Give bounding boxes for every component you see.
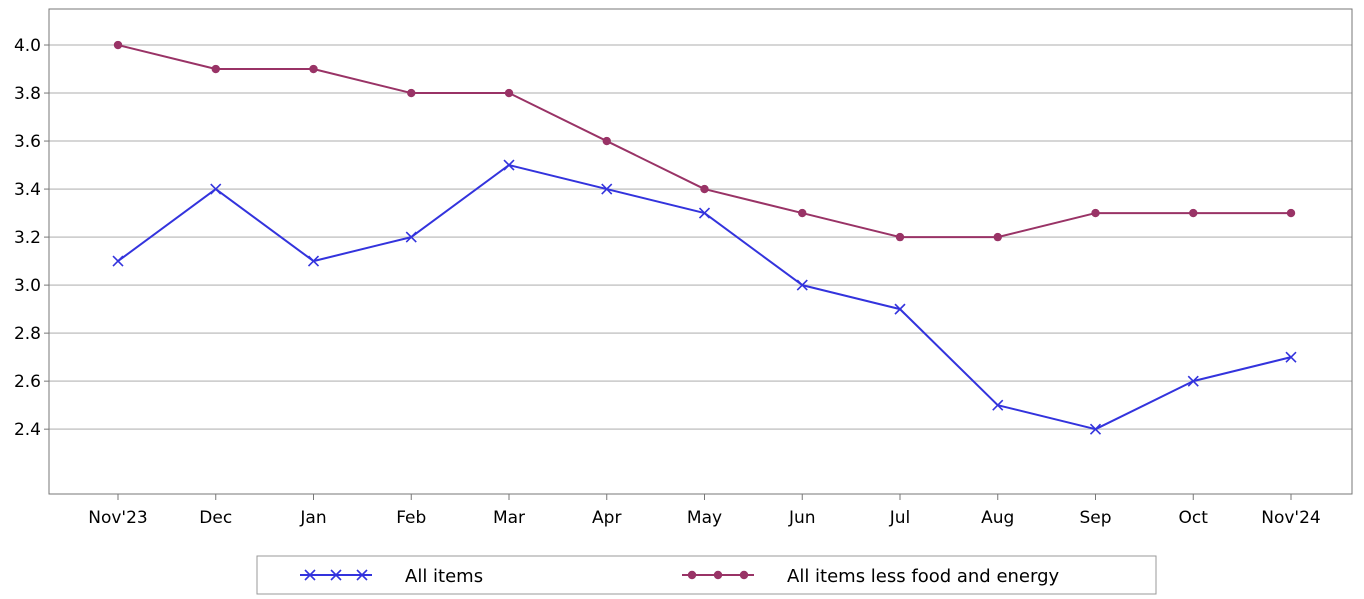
data-point bbox=[504, 88, 514, 98]
legend-marker bbox=[687, 570, 697, 580]
x-axis-tick-labels: Nov'23 Dec Jan Feb Mar Apr May Jun Jul Aug Sep Oct N… bbox=[88, 494, 1321, 528]
data-point bbox=[309, 64, 318, 74]
x-tick-label: Mar bbox=[493, 508, 525, 528]
x-tick-label: Sep bbox=[1079, 508, 1111, 528]
x-tick-label: Jan bbox=[299, 508, 326, 528]
y-tick-label: 4.0 bbox=[14, 36, 41, 56]
series-all-items bbox=[112, 159, 1297, 435]
series-line bbox=[117, 164, 1292, 431]
data-point bbox=[1187, 375, 1199, 387]
y-tick-label: 3.4 bbox=[14, 180, 41, 200]
data-point bbox=[700, 184, 709, 194]
x-tick-label: Oct bbox=[1179, 508, 1209, 528]
data-point bbox=[602, 136, 611, 146]
y-tick-label: 3.2 bbox=[14, 228, 41, 248]
data-point bbox=[1189, 208, 1198, 218]
x-tick-label: Apr bbox=[592, 508, 621, 528]
plot-area-frame bbox=[48, 8, 1353, 495]
data-point bbox=[1091, 208, 1100, 218]
data-point bbox=[113, 40, 123, 50]
x-tick-label: Dec bbox=[199, 508, 232, 528]
data-point bbox=[307, 255, 320, 267]
data-point bbox=[503, 159, 515, 171]
data-point bbox=[1286, 208, 1296, 218]
y-tick-label: 2.8 bbox=[14, 324, 41, 344]
series-layer bbox=[112, 40, 1297, 435]
x-tick-label: Nov'23 bbox=[88, 508, 147, 528]
legend-item: All items bbox=[300, 566, 483, 587]
legend-marker bbox=[713, 570, 723, 580]
legend-label: All items bbox=[405, 566, 483, 587]
data-point bbox=[211, 64, 220, 74]
legend-item: All items less food and energy bbox=[682, 566, 1060, 587]
x-tick-label: Jul bbox=[889, 508, 911, 528]
data-point bbox=[112, 255, 124, 267]
data-point bbox=[698, 207, 711, 219]
data-point bbox=[210, 183, 222, 195]
gridlines bbox=[49, 44, 1352, 430]
legend-marker bbox=[330, 569, 342, 581]
x-tick-label: Aug bbox=[981, 508, 1014, 528]
data-point bbox=[895, 232, 905, 242]
data-point bbox=[405, 231, 417, 243]
data-point bbox=[894, 303, 906, 315]
data-point bbox=[601, 183, 613, 195]
x-tick-label: Feb bbox=[396, 508, 426, 528]
y-axis-tick-labels: 2.4 2.6 2.8 3.0 3.2 3.4 3.6 3.8 4.0 bbox=[14, 36, 49, 440]
y-tick-label: 3.6 bbox=[14, 132, 41, 152]
y-tick-label: 2.4 bbox=[14, 420, 41, 440]
legend-marker bbox=[739, 570, 749, 580]
y-tick-label: 2.6 bbox=[14, 372, 41, 392]
data-point bbox=[407, 88, 416, 98]
series-core bbox=[113, 40, 1296, 242]
legend: All items All items less food and energy bbox=[256, 555, 1157, 595]
legend-label: All items less food and energy bbox=[787, 566, 1060, 587]
data-point bbox=[993, 232, 1002, 242]
x-tick-label: Nov'24 bbox=[1261, 508, 1320, 528]
y-tick-label: 3.0 bbox=[14, 276, 41, 296]
legend-marker bbox=[356, 569, 368, 581]
y-tick-label: 3.8 bbox=[14, 84, 41, 104]
x-tick-label: May bbox=[687, 508, 722, 528]
data-point bbox=[1089, 423, 1102, 435]
data-point bbox=[798, 208, 807, 218]
data-point bbox=[992, 399, 1004, 411]
x-tick-label: Jun bbox=[788, 508, 816, 528]
data-point bbox=[1285, 351, 1297, 363]
legend-marker bbox=[304, 569, 316, 581]
legend-items: All items All items less food and energy bbox=[300, 566, 1060, 587]
data-point bbox=[796, 279, 808, 291]
